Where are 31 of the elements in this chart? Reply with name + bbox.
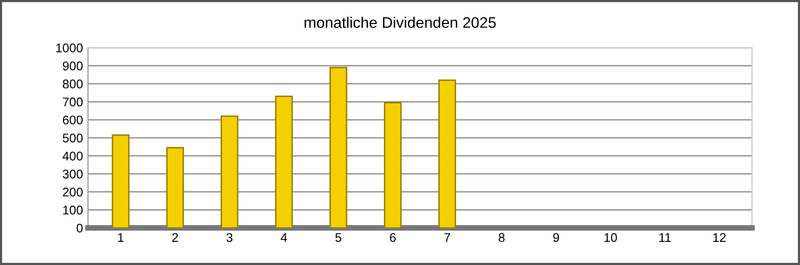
x-tick-label: 5 <box>335 233 342 242</box>
bar <box>275 96 293 228</box>
y-tick-label: 400 <box>62 152 83 160</box>
x-tick-label: 10 <box>604 233 617 242</box>
x-tick-label: 9 <box>553 233 559 242</box>
x-tick-label: 4 <box>280 233 288 242</box>
y-tick-label: 1000 <box>56 44 83 52</box>
y-tick-label: 500 <box>62 134 83 142</box>
x-tick-label: 8 <box>498 233 505 242</box>
y-tick-label: 800 <box>62 80 83 88</box>
bar <box>330 66 348 228</box>
y-tick-label: 300 <box>62 170 83 178</box>
x-tick-label: 11 <box>659 233 671 242</box>
bar <box>166 147 184 228</box>
bar <box>112 134 130 228</box>
y-tick-label: 600 <box>62 116 83 124</box>
x-tick-label: 3 <box>226 233 232 242</box>
bar <box>220 115 238 228</box>
y-tick-label: 200 <box>62 188 83 197</box>
y-tick-label: 700 <box>62 98 83 106</box>
x-tick-label: 2 <box>172 233 178 242</box>
bar <box>438 79 456 228</box>
x-tick-label: 1 <box>118 233 124 242</box>
chart-title: monatliche Dividenden 2025 <box>304 16 496 28</box>
y-tick-label: 0 <box>76 224 83 233</box>
y-tick-label: 900 <box>62 62 83 70</box>
x-tick-label: 6 <box>390 233 396 242</box>
bar <box>384 102 402 228</box>
y-tick-label: 100 <box>63 206 83 215</box>
x-tick-label: 12 <box>713 233 726 242</box>
x-tick-label: 7 <box>444 233 450 242</box>
